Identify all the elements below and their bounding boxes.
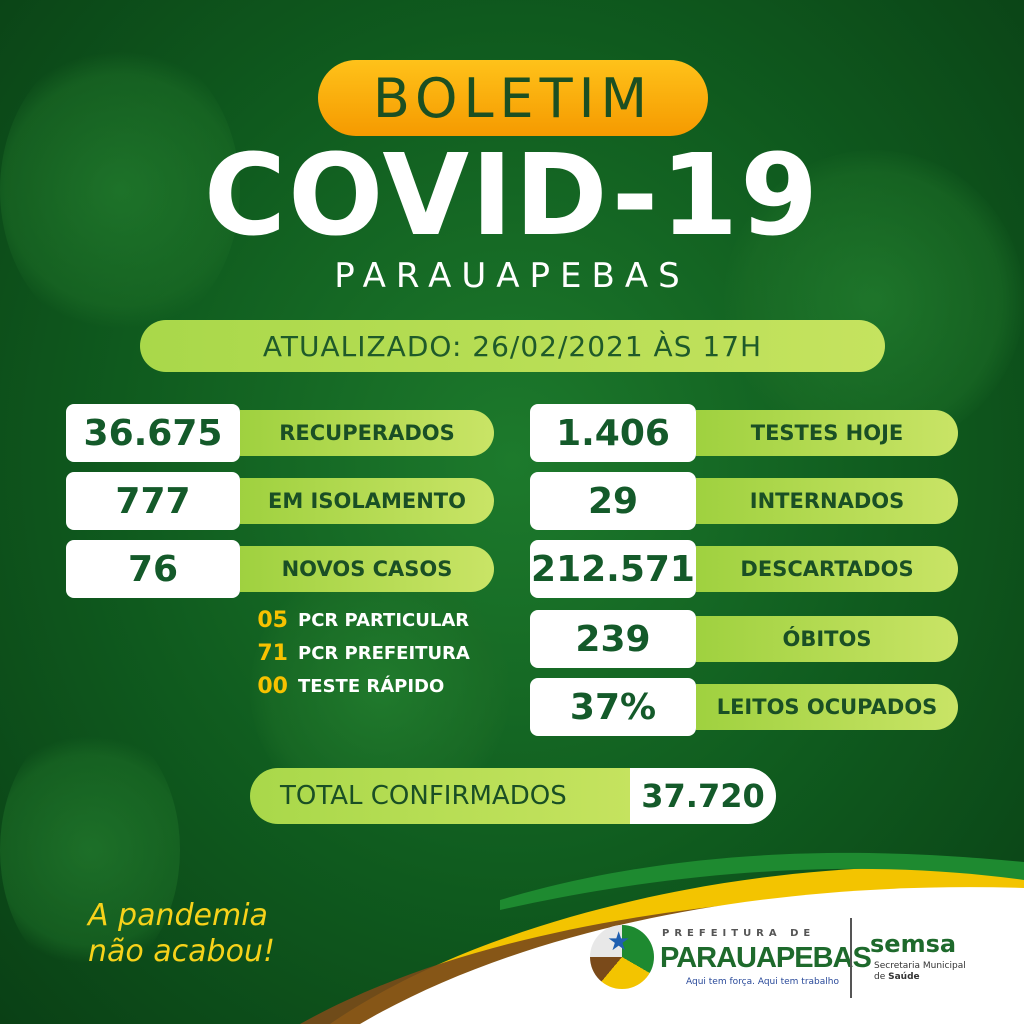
semsa-subtitle: Secretaria Municipal de Saúde: [874, 961, 966, 983]
total-confirmed-value: 37.720: [630, 768, 776, 824]
breakdown-value: 71: [257, 641, 288, 666]
semsa-line: de Saúde: [874, 972, 966, 983]
slogan-line: A pandemia: [88, 898, 268, 933]
stat-value: 76: [66, 540, 240, 598]
prefeitura-small: PREFEITURA DE: [662, 928, 816, 939]
stat-recuperados: 36.675 RECUPERADOS: [66, 404, 496, 462]
star-icon: ★: [607, 927, 631, 957]
stat-novos-casos: 76 NOVOS CASOS: [66, 540, 496, 598]
prefeitura-logo: ★: [590, 925, 654, 989]
breakdown-label: TESTE RÁPIDO: [298, 676, 445, 697]
stat-label: LEITOS OCUPADOS: [696, 684, 958, 730]
breakdown-value: 00: [257, 674, 288, 699]
breakdown-value: 05: [257, 608, 288, 633]
slogan-line: não acabou!: [88, 934, 275, 969]
breakdown-label: PCR PARTICULAR: [298, 610, 470, 631]
page-title: COVID-19: [203, 131, 821, 261]
semsa-bold: Saúde: [888, 972, 920, 982]
semsa-logo: semsa: [870, 930, 957, 958]
breakdown-label: PCR PREFEITURA: [298, 643, 470, 664]
divider: [850, 918, 852, 998]
virus-decoration: [0, 40, 240, 340]
stat-label: DESCARTADOS: [696, 546, 958, 592]
stat-descartados: 212.571 DESCARTADOS: [530, 540, 960, 598]
virus-decoration: [0, 720, 180, 980]
stat-obitos: 239 ÓBITOS: [530, 610, 960, 668]
stat-label: NOVOS CASOS: [240, 546, 494, 592]
city-name: PARAUAPEBAS: [334, 256, 690, 296]
stat-internados: 29 INTERNADOS: [530, 472, 960, 530]
stat-value: 1.406: [530, 404, 696, 462]
prefeitura-name: PARAUAPEBAS: [660, 942, 872, 974]
stat-leitos-ocupados: 37% LEITOS OCUPADOS: [530, 678, 960, 736]
breakdown-item: 71 PCR PREFEITURA: [244, 641, 470, 667]
stat-testes-hoje: 1.406 TESTES HOJE: [530, 404, 960, 462]
breakdown-item: 05 PCR PARTICULAR: [244, 608, 469, 634]
breakdown-item: 00 TESTE RÁPIDO: [244, 674, 444, 700]
stat-value: 777: [66, 472, 240, 530]
prefeitura-tagline: Aqui tem força. Aqui tem trabalho: [686, 977, 839, 987]
stat-em-isolamento: 777 EM ISOLAMENTO: [66, 472, 496, 530]
semsa-prefix: de: [874, 972, 889, 982]
stat-label: INTERNADOS: [696, 478, 958, 524]
stat-label: EM ISOLAMENTO: [240, 478, 494, 524]
total-confirmed-label: TOTAL CONFIRMADOS: [250, 768, 630, 824]
updated-banner: ATUALIZADO: 26/02/2021 ÀS 17H: [140, 320, 885, 372]
semsa-line: Secretaria Municipal: [874, 961, 966, 971]
boletim-badge: BOLETIM: [318, 60, 708, 136]
virus-decoration: [724, 150, 1024, 450]
stat-label: RECUPERADOS: [240, 410, 494, 456]
stat-value: 212.571: [530, 540, 696, 598]
slogan: A pandemia não acabou!: [88, 898, 275, 970]
stat-value: 36.675: [66, 404, 240, 462]
stat-value: 37%: [530, 678, 696, 736]
stat-value: 239: [530, 610, 696, 668]
stat-label: ÓBITOS: [696, 616, 958, 662]
stat-value: 29: [530, 472, 696, 530]
stat-label: TESTES HOJE: [696, 410, 958, 456]
